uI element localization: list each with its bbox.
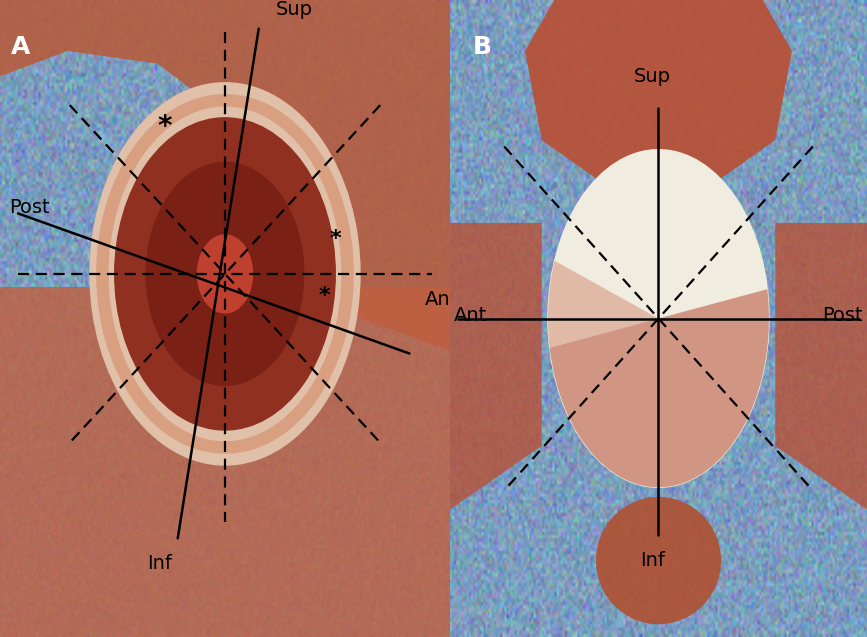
- Text: *: *: [329, 229, 341, 249]
- Ellipse shape: [596, 497, 721, 624]
- Polygon shape: [0, 287, 450, 637]
- Polygon shape: [525, 0, 792, 204]
- Text: Post: Post: [9, 197, 49, 217]
- Circle shape: [198, 235, 252, 313]
- Wedge shape: [550, 289, 769, 487]
- Text: Sup: Sup: [277, 0, 313, 19]
- Polygon shape: [775, 223, 867, 510]
- Text: Ant: Ant: [425, 290, 459, 309]
- Text: Inf: Inf: [640, 551, 665, 570]
- Text: Inf: Inf: [147, 554, 173, 573]
- Text: *: *: [157, 113, 172, 141]
- Circle shape: [90, 83, 360, 465]
- Circle shape: [548, 150, 769, 487]
- Text: Sup: Sup: [634, 67, 671, 86]
- Text: A: A: [11, 35, 30, 59]
- Text: B: B: [473, 35, 492, 59]
- Text: Post: Post: [822, 306, 863, 325]
- Text: Ant: Ant: [454, 306, 487, 325]
- Wedge shape: [548, 261, 659, 348]
- Polygon shape: [450, 223, 542, 510]
- Polygon shape: [0, 0, 450, 350]
- Circle shape: [147, 162, 303, 385]
- Circle shape: [114, 118, 336, 430]
- Text: *: *: [318, 286, 329, 306]
